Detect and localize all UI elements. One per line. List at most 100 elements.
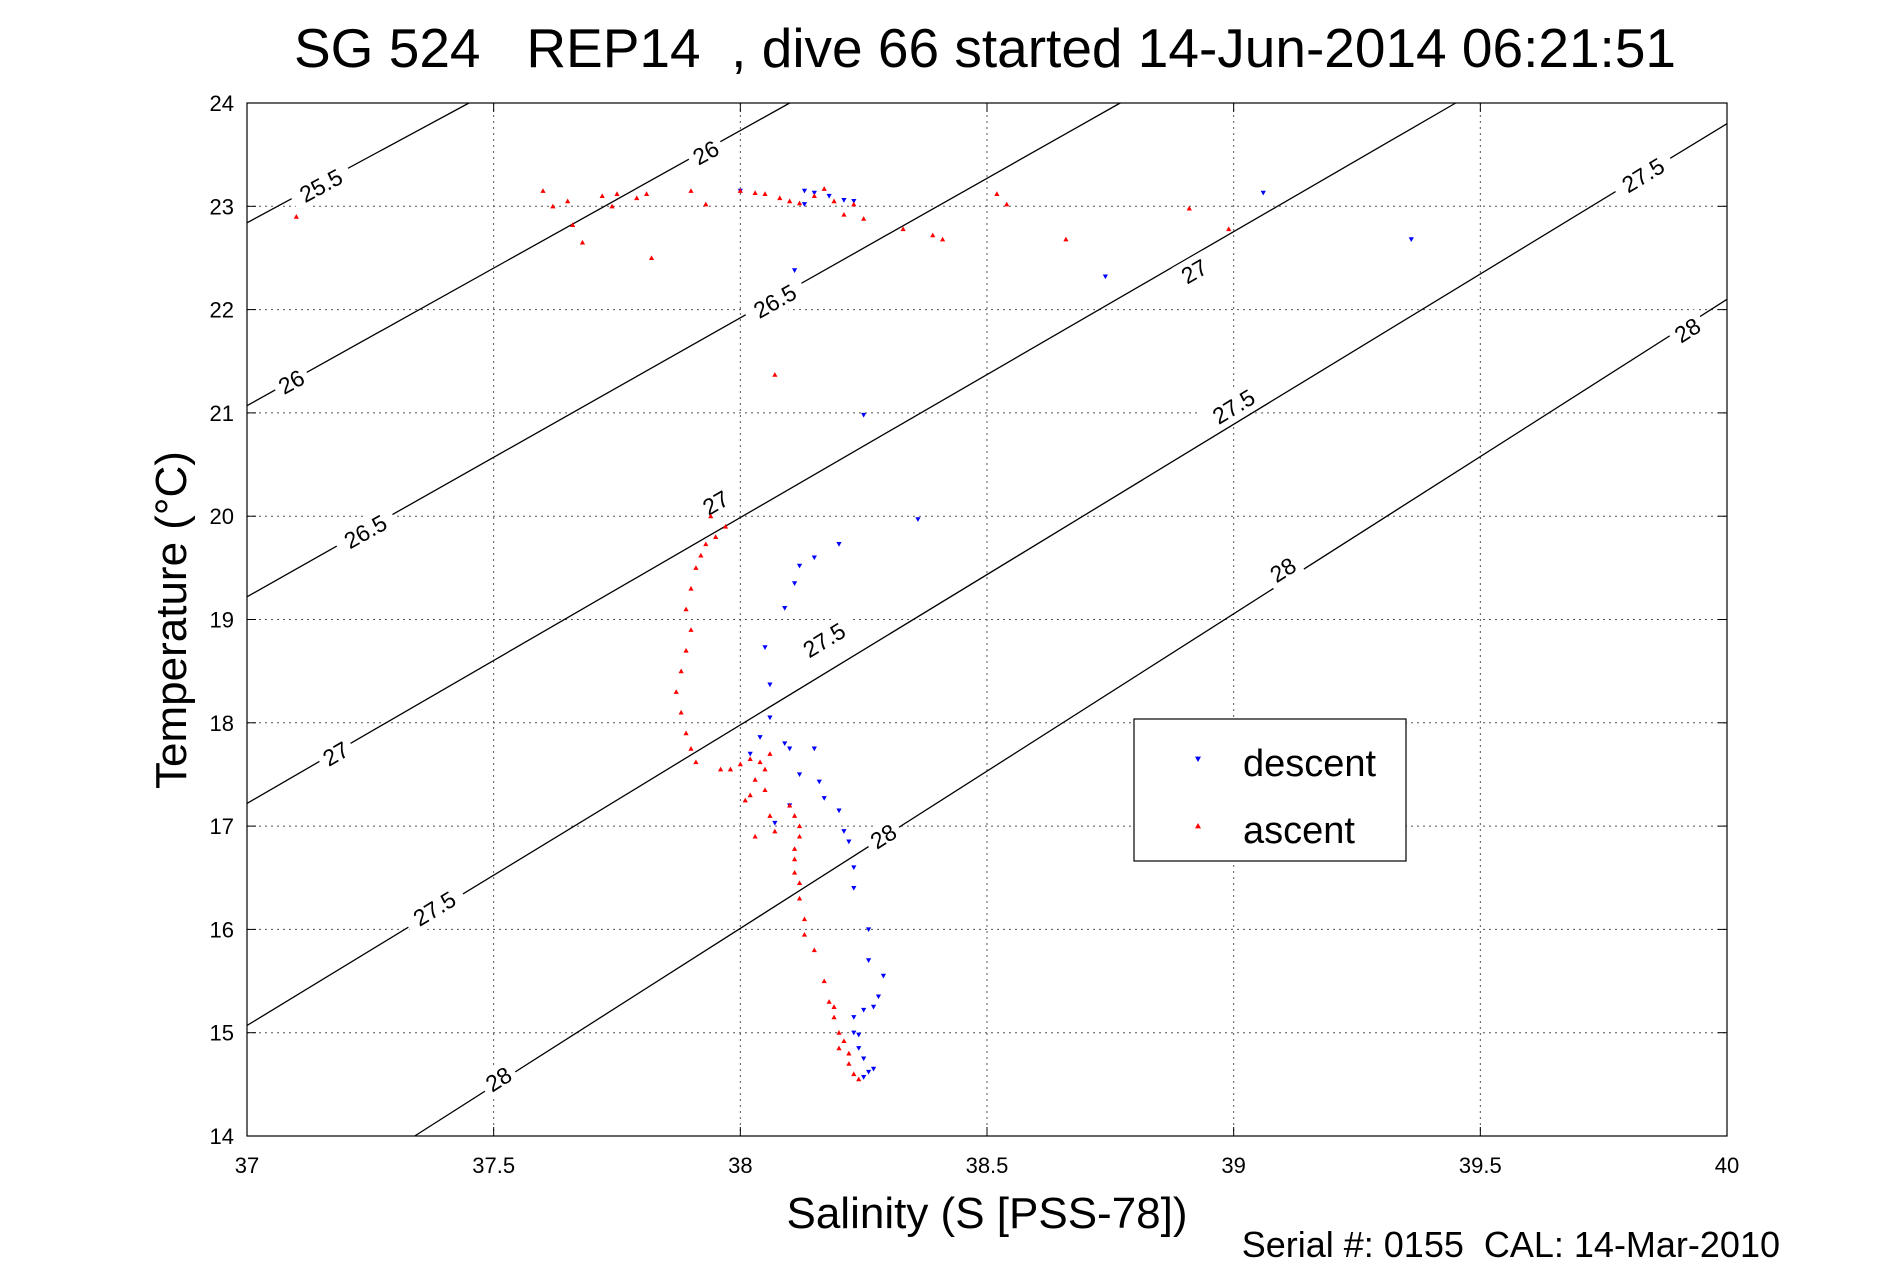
descent-point xyxy=(762,645,768,650)
ascent-point xyxy=(703,201,709,207)
ascent-point xyxy=(752,190,758,195)
descent-point xyxy=(851,886,857,891)
ascent-point xyxy=(801,931,808,937)
ascent-point xyxy=(846,1050,852,1056)
ascent-point xyxy=(678,709,684,715)
descent-point xyxy=(796,772,803,778)
descent-point xyxy=(801,202,808,207)
ascent-point xyxy=(796,895,803,901)
ascent-point xyxy=(1226,226,1232,232)
contour-label-bg xyxy=(330,503,401,560)
ascent-point xyxy=(688,188,694,193)
ascent-point xyxy=(841,1038,847,1044)
ascent-point xyxy=(757,759,763,765)
ascent-point xyxy=(683,606,689,612)
x-tick-label: 38 xyxy=(728,1153,752,1178)
ascent-point xyxy=(550,203,556,209)
y-tick-label: 24 xyxy=(210,91,234,116)
contour-label-bg xyxy=(313,732,359,775)
contour-label-bg xyxy=(789,611,859,669)
ascent-point xyxy=(826,999,832,1004)
descent-point xyxy=(757,735,763,740)
ascent-point xyxy=(787,198,793,204)
ascent-point xyxy=(831,198,837,204)
ascent-point xyxy=(796,823,803,829)
ascent-point xyxy=(796,880,803,885)
ascent-point xyxy=(831,1004,837,1009)
ascent-point xyxy=(599,193,605,199)
ascent-point xyxy=(565,198,571,204)
ascent-point xyxy=(752,833,758,839)
ascent-point xyxy=(737,188,743,193)
ascent-point xyxy=(777,195,783,201)
ascent-point xyxy=(693,759,699,765)
ascent-point xyxy=(688,627,694,632)
ascent-point xyxy=(994,191,1000,196)
descent-point xyxy=(811,555,817,561)
ascent-point xyxy=(727,766,734,772)
density-contour-25.5 xyxy=(246,102,470,224)
x-tick-label: 40 xyxy=(1715,1153,1739,1178)
descent-point xyxy=(870,1066,877,1072)
ascent-point xyxy=(762,191,768,196)
contour-label-bg xyxy=(1171,250,1217,293)
ascent-point xyxy=(841,211,847,217)
contour-label-bg xyxy=(860,814,907,858)
ascent-point xyxy=(836,1030,842,1035)
descent-point xyxy=(851,865,857,871)
ascent-point xyxy=(856,1076,862,1082)
x-tick-label: 39.5 xyxy=(1459,1153,1502,1178)
y-tick-label: 16 xyxy=(210,917,234,942)
ascent-point xyxy=(614,191,620,196)
descent-point xyxy=(1102,274,1108,280)
descent-point xyxy=(782,741,788,747)
ascent-point xyxy=(293,214,299,219)
ascent-point xyxy=(688,746,694,751)
descent-point xyxy=(767,715,773,721)
contour-label-bg xyxy=(683,131,729,174)
ascent-point xyxy=(767,751,773,756)
footer-serial-cal: Serial #: 0155 CAL: 14-Mar-2010 xyxy=(1242,1224,1780,1262)
ascent-point xyxy=(900,226,906,232)
descent-point xyxy=(811,746,817,752)
ascent-point xyxy=(678,668,684,674)
ascent-point xyxy=(772,828,778,834)
y-tick-label: 17 xyxy=(210,814,234,839)
ascent-point xyxy=(634,195,640,201)
descent-point xyxy=(801,188,808,194)
descent-point xyxy=(851,1015,857,1020)
chart-title: SG 524 REP14 , dive 66 started 14-Jun-20… xyxy=(294,17,1676,79)
y-tick-label: 14 xyxy=(210,1124,234,1149)
ascent-point xyxy=(1186,205,1192,211)
descent-point xyxy=(861,412,867,418)
descent-point xyxy=(856,1046,862,1051)
descent-point xyxy=(787,746,793,752)
ascent-point xyxy=(801,916,808,922)
ascent-point xyxy=(570,222,576,227)
ascent-point xyxy=(737,761,743,767)
descent-point xyxy=(841,829,847,834)
y-tick-label: 22 xyxy=(210,298,234,323)
x-axis-label: Salinity (S [PSS-78]) xyxy=(786,1189,1187,1238)
contour-label-bg xyxy=(268,360,314,403)
ascent-point xyxy=(762,766,768,772)
descent-point xyxy=(1260,190,1266,196)
ascent-point xyxy=(796,833,803,839)
descent-point xyxy=(915,517,921,522)
contour-label-bg xyxy=(1608,146,1678,204)
x-tick-label: 38.5 xyxy=(966,1153,1009,1178)
ascent-point xyxy=(703,541,709,547)
ascent-point xyxy=(851,201,857,207)
ascent-point xyxy=(772,372,778,377)
ascent-point xyxy=(673,689,679,694)
y-tick-label: 19 xyxy=(210,608,234,633)
x-tick-label: 37 xyxy=(235,1153,259,1178)
contour-label-bg xyxy=(740,273,810,330)
ascent-point xyxy=(796,200,803,206)
legend: descent ascent xyxy=(1133,718,1407,862)
density-contour-27 xyxy=(246,102,1457,804)
ascent-point xyxy=(698,552,704,558)
descent-point xyxy=(821,796,827,801)
descent-point xyxy=(846,839,852,845)
descent-point xyxy=(861,1075,867,1080)
